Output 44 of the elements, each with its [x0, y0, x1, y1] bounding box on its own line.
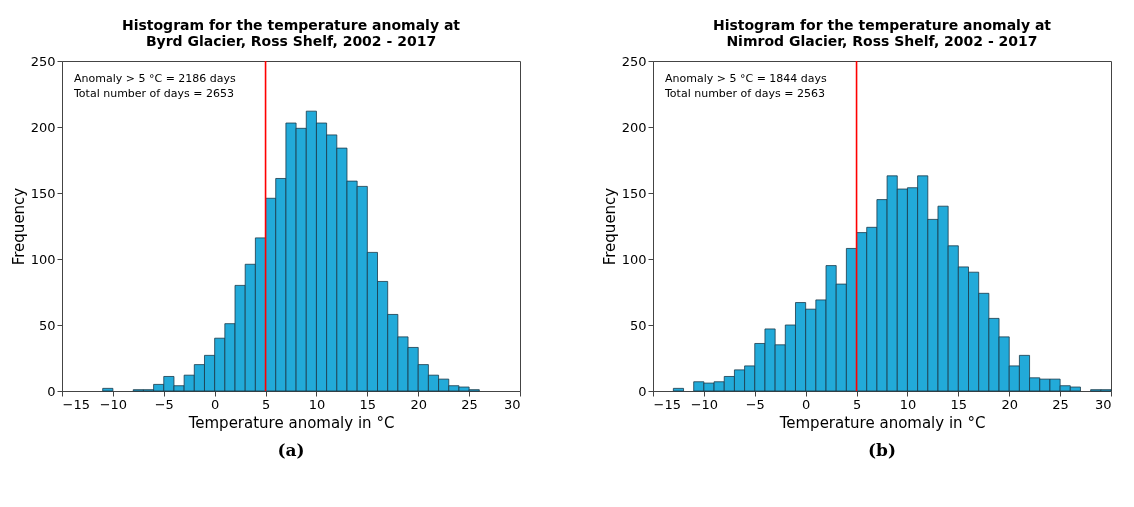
annotation: Anomaly > 5 °C = 2186 days	[74, 72, 237, 85]
y-axis-title: Frequency	[600, 187, 619, 266]
chart-title: Histogram for the temperature anomaly at Byrd Glacier, Ross Shelf, 2002 - 2017	[121, 17, 461, 49]
x-tick-label: −5	[745, 396, 765, 412]
text: (b)	[868, 440, 896, 460]
y-tick-label: 50	[629, 317, 647, 333]
y-tick-label: 250	[30, 53, 56, 69]
y-tick-label: 0	[47, 383, 56, 399]
x-tick-label: 15	[359, 396, 377, 412]
y-tick-label: 200	[621, 119, 647, 135]
x-tick-label: 20	[410, 396, 427, 412]
x-tick-label: −15	[62, 396, 90, 412]
x-tick-label: 0	[802, 396, 811, 412]
x-tick-label: −10	[99, 396, 128, 412]
annotation: Total number of days = 2653	[73, 87, 234, 100]
y-tick-label: 200	[30, 119, 56, 135]
x-tick-label: 25	[1052, 396, 1069, 412]
y-tick-label: 250	[621, 53, 647, 69]
y-axis-title: Frequency	[9, 187, 28, 266]
x-tick-label: 5	[261, 396, 271, 412]
y-tick-label: 100	[621, 251, 647, 267]
x-tick-label: 10	[308, 396, 326, 412]
annotation: Anomaly > 5 °C = 1844 days	[665, 72, 828, 85]
x-tick-label: −15	[653, 396, 681, 412]
y-tick-label: 0	[638, 383, 647, 399]
x-tick-label: −5	[154, 396, 174, 412]
y-tick-label: 100	[30, 251, 56, 267]
x-tick-label: 15	[950, 396, 968, 412]
x-axis-title: Temperature anomaly in °C	[187, 413, 395, 432]
x-tick-label: 30	[1094, 396, 1112, 412]
x-axis-title: Temperature anomaly in °C	[778, 413, 986, 432]
x-tick-label: 25	[461, 396, 478, 412]
text: (a)	[277, 440, 305, 460]
y-tick-label: 150	[30, 185, 56, 201]
x-tick-label: 20	[1001, 396, 1018, 412]
chart-title: Histogram for the temperature anomaly at Nimrod Glacier, Ross Shelf, 2002 - 2017	[712, 17, 1052, 49]
y-tick-label: 150	[621, 185, 647, 201]
y-tick-label: 50	[38, 317, 56, 333]
x-tick-label: 0	[211, 396, 220, 412]
x-tick-label: 30	[503, 396, 521, 412]
x-tick-label: −10	[690, 396, 719, 412]
x-tick-label: 5	[852, 396, 862, 412]
x-tick-label: 10	[899, 396, 917, 412]
annotation: Total number of days = 2563	[664, 87, 825, 100]
